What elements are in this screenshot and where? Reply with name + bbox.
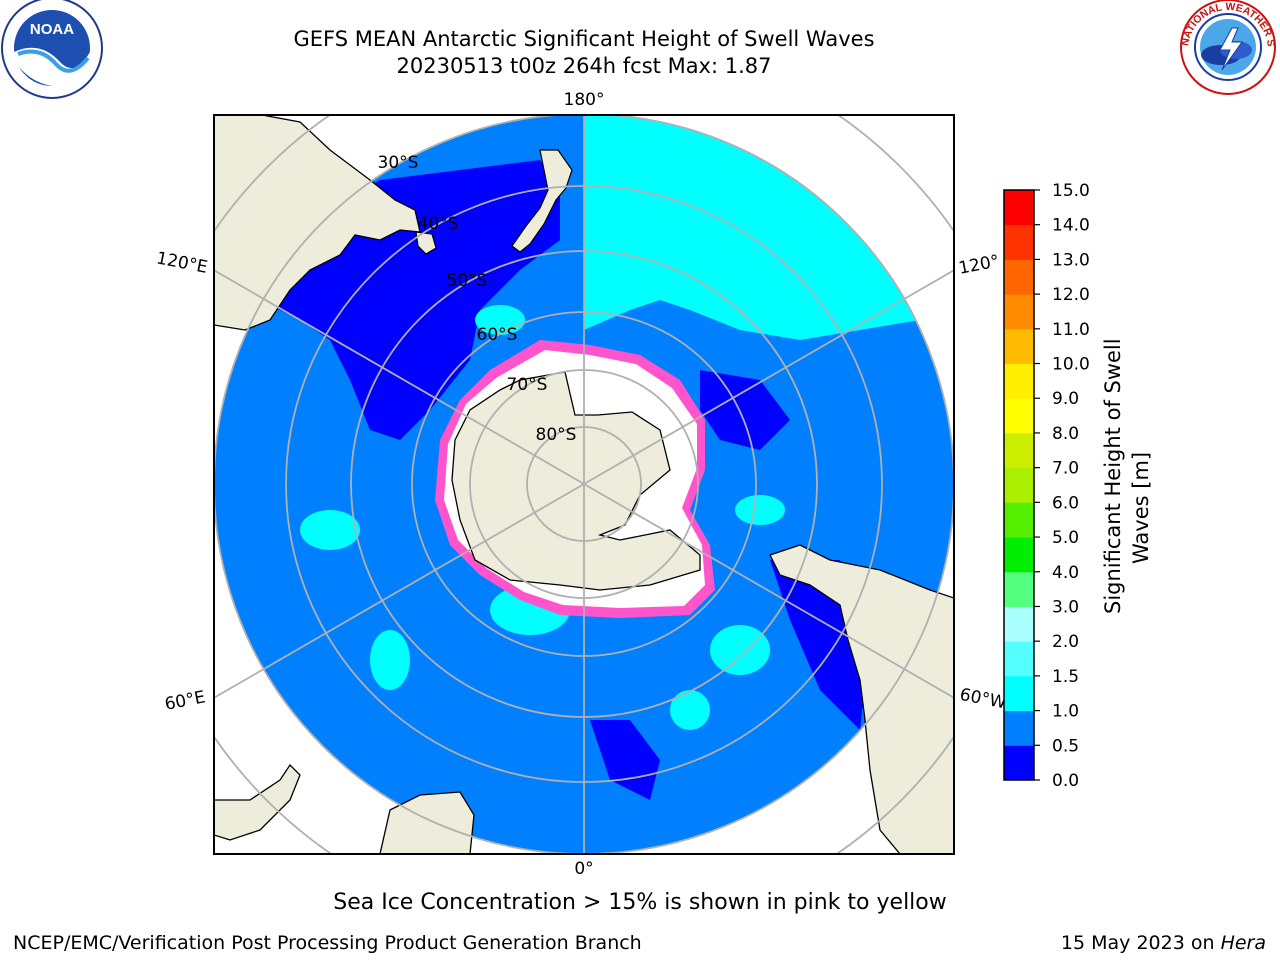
lat-label-30s: 30°S <box>378 153 419 173</box>
swell-1to1.5m-region <box>584 115 920 340</box>
colorbar-swatch <box>1004 294 1034 330</box>
colorbar-tick-label: 12.0 <box>1052 285 1090 305</box>
colorbar-tick-label: 0.0 <box>1052 771 1079 791</box>
colorbar-label-line1: Significant Height of Swell <box>1101 338 1125 614</box>
colorbar-swatch <box>1004 363 1034 399</box>
lon-label-120w: 120° <box>957 251 1001 278</box>
colorbar-swatch <box>1004 675 1034 712</box>
colorbar-swatch <box>1004 537 1034 573</box>
colorbar-tick-label: 2.0 <box>1052 632 1079 652</box>
lon-label-180: 180° <box>564 90 605 110</box>
colorbar-swatch <box>1004 710 1034 746</box>
colorbar-tick-label: 1.0 <box>1052 702 1079 722</box>
graticule <box>214 115 954 854</box>
colorbar-tick-label: 3.0 <box>1052 597 1079 617</box>
swell-patch <box>670 690 710 730</box>
colorbar-tick-label: 13.0 <box>1052 250 1090 270</box>
machine-name: Hera <box>1220 932 1266 954</box>
chart-subtitle: 20230513 t00z 264h fcst Max: 1.87 <box>396 54 772 78</box>
colorbar-tick-label: 6.0 <box>1052 493 1079 513</box>
noaa-logo-text: NOAA <box>30 21 74 38</box>
colorbar-tick-label: 11.0 <box>1052 320 1090 340</box>
colorbar-tick-label: 9.0 <box>1052 389 1079 409</box>
madagascar-landmass <box>214 763 301 841</box>
colorbar-swatch <box>1004 571 1034 607</box>
colorbar-swatch <box>1004 190 1034 226</box>
swell-patch <box>370 630 410 690</box>
swell-patch <box>735 495 785 525</box>
chart-title: GEFS MEAN Antarctic Significant Height o… <box>293 27 875 51</box>
map-frame <box>213 114 955 855</box>
lat-label-50s: 50°S <box>447 271 488 291</box>
colorbar-tick-label: 5.0 <box>1052 528 1079 548</box>
colorbar-tick-label: 8.0 <box>1052 424 1079 444</box>
colorbar-swatch <box>1004 432 1034 469</box>
colorbar: 0.0 0.5 1.0 1.5 2.0 3.0 4.0 5.0 6.0 7.0 8.0 9.0 10.0… <box>1003 181 1090 791</box>
credit-text: NCEP/EMC/Verification Post Processing Pr… <box>13 932 642 954</box>
colorbar-label-line2: Waves [m] <box>1129 452 1153 564</box>
colorbar-swatch <box>1004 606 1034 642</box>
colorbar-tick-label: 7.0 <box>1052 459 1079 479</box>
antarctica-landmass <box>451 371 701 591</box>
colorbar-swatch <box>1004 641 1034 677</box>
colorbar-tick-label: 10.0 <box>1052 355 1090 375</box>
lat-label-70s: 70°S <box>507 375 548 395</box>
colorbar-tick-label: 1.5 <box>1052 667 1079 687</box>
colorbar-swatch <box>1004 328 1034 365</box>
lon-label-60w: 60°W <box>958 685 1008 714</box>
colorbar-tick-label: 14.0 <box>1052 216 1090 236</box>
date-value: 15 May 2023 on <box>1060 932 1215 954</box>
swell-low-patch <box>590 720 660 800</box>
colorbar-tick-label: 15.0 <box>1052 181 1090 201</box>
noaa-logo-icon: NOAA <box>1 0 103 99</box>
lon-label-120e: 120°E <box>155 248 210 277</box>
date-text: 15 May 2023 on Hera <box>1061 932 1266 954</box>
swell-patch <box>300 510 360 550</box>
colorbar-swatch <box>1004 398 1034 434</box>
new-zealand-landmass <box>511 149 573 253</box>
lon-label-60e: 60°E <box>163 687 207 714</box>
lat-label-40s: 40°S <box>418 214 459 234</box>
lat-label-80s: 80°S <box>536 425 577 445</box>
south-america-landmass <box>769 544 954 854</box>
lat-label-60s: 60°S <box>477 325 518 345</box>
swell-patch <box>710 625 770 675</box>
colorbar-swatch <box>1004 745 1034 781</box>
lon-label-0: 0° <box>574 859 593 879</box>
colorbar-swatch <box>1004 502 1034 538</box>
colorbar-swatch <box>1004 467 1034 503</box>
tasmania-landmass <box>415 231 437 255</box>
national-weather-service-logo-icon: NATIONAL WEATHER SERVICE <box>1176 0 1277 95</box>
colorbar-swatch <box>1004 224 1034 260</box>
colorbar-tick-label: 0.5 <box>1052 736 1079 756</box>
colorbar-frame <box>1003 189 1035 781</box>
colorbar-swatch <box>1004 259 1034 295</box>
swell-low-patch <box>700 370 790 450</box>
colorbar-tick-label: 4.0 <box>1052 563 1079 583</box>
sea-ice-note: Sea Ice Concentration > 15% is shown in … <box>333 890 947 915</box>
